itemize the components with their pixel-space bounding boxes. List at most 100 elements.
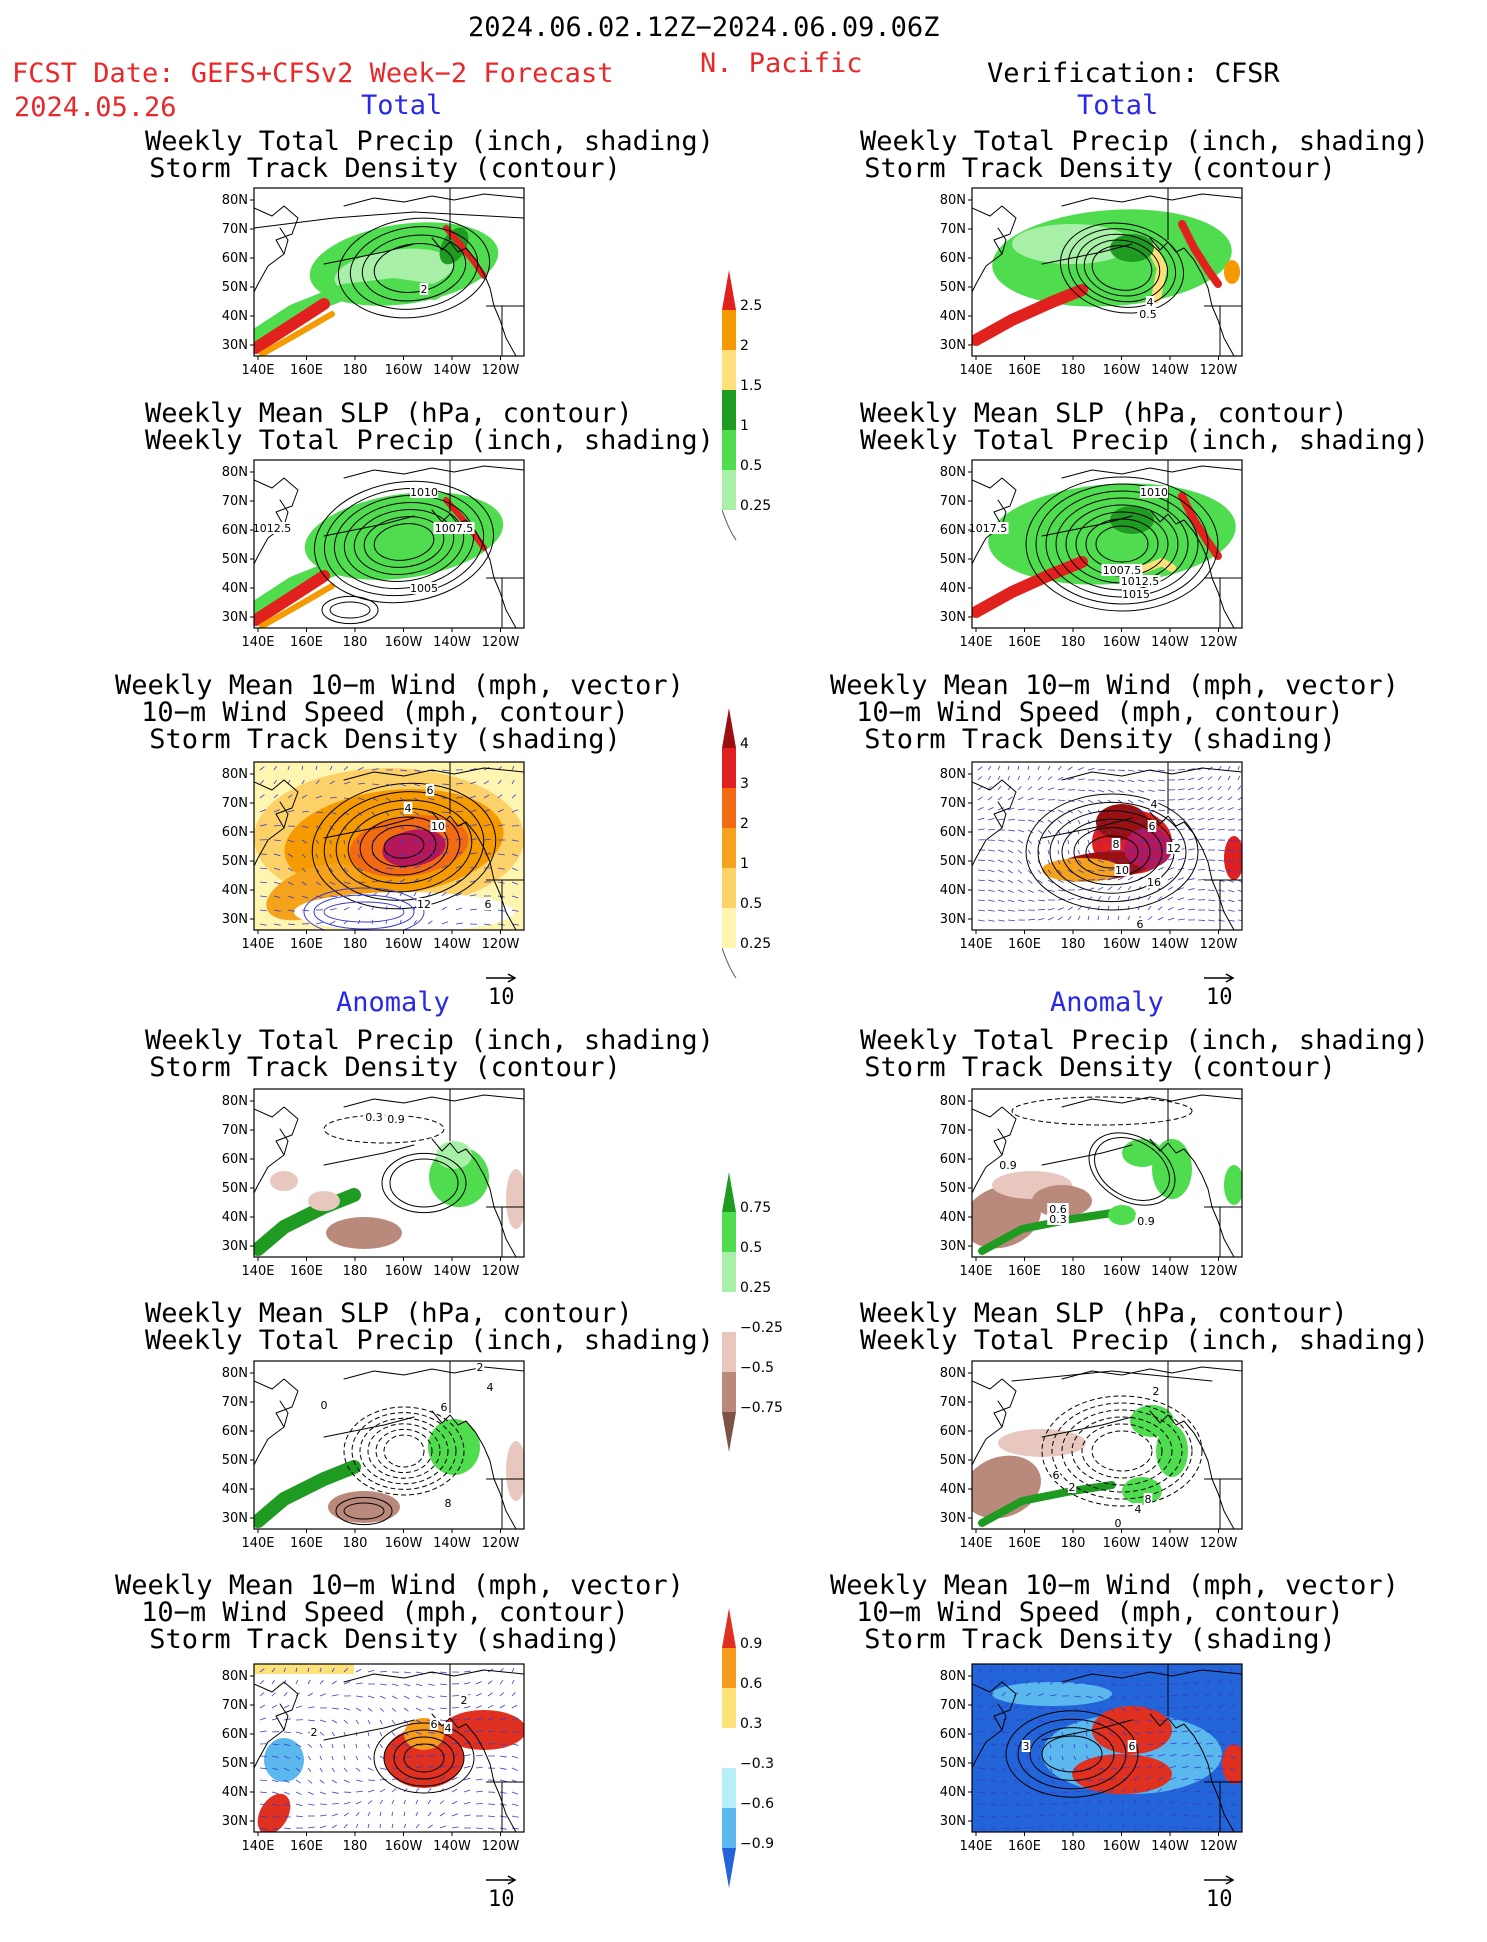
lat-tick-label: 80N: [222, 767, 248, 782]
contour-label: 0.9: [387, 1113, 405, 1126]
lat-tick-label: 40N: [222, 883, 248, 898]
lat-tick-label: 30N: [222, 1239, 248, 1254]
colorbar-segment: [722, 868, 736, 908]
lat-tick-label: 50N: [940, 1181, 966, 1196]
lat-tick-label: 80N: [222, 465, 248, 480]
lat-tick-label: 30N: [222, 1511, 248, 1526]
lon-tick-label: 140E: [241, 635, 274, 650]
lon-tick-label: 140W: [433, 363, 471, 378]
lat-tick-label: 30N: [940, 338, 966, 353]
colorbar-segment: [722, 788, 736, 828]
contour-label: 6: [1137, 918, 1144, 931]
lon-tick-label: 160W: [385, 937, 423, 952]
contour-label: 2: [461, 1694, 468, 1707]
lat-tick-label: 40N: [940, 1210, 966, 1225]
lat-tick-label: 30N: [222, 610, 248, 625]
vector-ref-label: 10: [488, 985, 518, 1010]
colorbar-segment: [722, 390, 736, 430]
lon-tick-label: 160E: [290, 1264, 323, 1279]
contour-label: 6: [1053, 1469, 1060, 1482]
lat-tick-label: 30N: [940, 1814, 966, 1829]
lat-tick-label: 40N: [940, 581, 966, 596]
contour-label: 6: [1149, 820, 1156, 833]
section-total-verification: Total: [1077, 90, 1158, 121]
contour-label: 1015: [1122, 588, 1150, 601]
lat-tick-label: 60N: [222, 1152, 248, 1167]
colorbar-label: 0.5: [740, 458, 762, 474]
contour-label: 12: [1167, 842, 1181, 855]
lon-tick-label: 180: [343, 1536, 368, 1551]
lon-tick-label: 120W: [482, 1536, 520, 1551]
fcst-date-value: 2024.05.26: [14, 92, 177, 123]
vector-ref-arrow-icon: [484, 1875, 518, 1885]
lon-tick-label: 180: [343, 363, 368, 378]
title-an-anom-slp: Weekly Mean SLP (hPa, contour)Weekly Tot…: [860, 1300, 1340, 1354]
colorbar-label: 1.5: [740, 378, 762, 394]
title-fc-total-precip: Weekly Total Precip (inch, shading)Storm…: [145, 128, 625, 182]
lat-tick-label: 80N: [940, 193, 966, 208]
lon-tick-label: 120W: [1200, 1839, 1238, 1854]
colorbar-segment: [722, 1372, 736, 1412]
colorbar-segment: [722, 310, 736, 350]
lat-tick-label: 50N: [222, 280, 248, 295]
lon-tick-label: 180: [1061, 1264, 1086, 1279]
lon-tick-label: 180: [343, 1839, 368, 1854]
lon-tick-label: 160W: [1103, 937, 1141, 952]
title-fc-total-wind: Weekly Mean 10−m Wind (mph, vector)10−m …: [115, 672, 655, 753]
section-anomaly-forecast: Anomaly: [336, 987, 450, 1018]
lat-tick-label: 60N: [222, 251, 248, 266]
contour-label: 8: [1113, 838, 1120, 851]
colorbar-segment: [722, 1332, 736, 1372]
lon-tick-label: 180: [1061, 1536, 1086, 1551]
section-total-forecast: Total: [361, 90, 442, 121]
lon-tick-label: 140E: [959, 1536, 992, 1551]
contour-label: 1012.5: [253, 522, 292, 535]
lat-tick-label: 60N: [940, 825, 966, 840]
lon-tick-label: 140W: [1151, 635, 1189, 650]
map-svg: 10101017.51007.51012.5101580N70N60N50N40…: [928, 460, 1250, 662]
lat-tick-label: 30N: [222, 1814, 248, 1829]
lat-tick-label: 50N: [222, 854, 248, 869]
lat-tick-label: 70N: [940, 1698, 966, 1713]
lat-tick-label: 40N: [940, 309, 966, 324]
lat-tick-label: 30N: [222, 912, 248, 927]
contour-label: 0.9: [999, 1159, 1017, 1172]
lat-tick-label: 50N: [940, 280, 966, 295]
contour-label: 8: [445, 1497, 452, 1510]
colorbar-label: 2: [740, 816, 749, 832]
colorbar-segment: [722, 1808, 736, 1848]
colorbar-label: 0.25: [740, 498, 771, 514]
colorbar-segment: [722, 430, 736, 470]
lon-tick-label: 120W: [482, 1839, 520, 1854]
fcst-date-label: FCST Date: GEFS+CFSv2 Week−2 Forecast: [12, 58, 613, 89]
contour-label: 1005: [410, 582, 438, 595]
lon-tick-label: 160E: [290, 363, 323, 378]
lat-tick-label: 80N: [940, 767, 966, 782]
lon-tick-label: 160W: [385, 1264, 423, 1279]
colorbar-svg: 0.750.50.25−0.25−0.5−0.75: [722, 1172, 812, 1502]
colorbar-label: 0.25: [740, 1280, 771, 1296]
lat-tick-label: 50N: [222, 1756, 248, 1771]
lat-tick-label: 40N: [222, 309, 248, 324]
colorbar-cap: [722, 1412, 736, 1452]
region-label: N. Pacific: [700, 48, 863, 79]
contour-label: 6: [431, 1718, 438, 1731]
lat-tick-label: 80N: [940, 1094, 966, 1109]
lon-tick-label: 180: [1061, 635, 1086, 650]
contour-label: 0.9: [1137, 1215, 1155, 1228]
lon-tick-label: 140W: [1151, 937, 1189, 952]
colorbar-label: 0.5: [740, 1240, 762, 1256]
contour-label: 1007.5: [435, 522, 474, 535]
lat-tick-label: 60N: [940, 1727, 966, 1742]
lon-tick-label: 140W: [1151, 1264, 1189, 1279]
contour-label: 1010: [410, 486, 438, 499]
lon-tick-label: 140W: [433, 1839, 471, 1854]
